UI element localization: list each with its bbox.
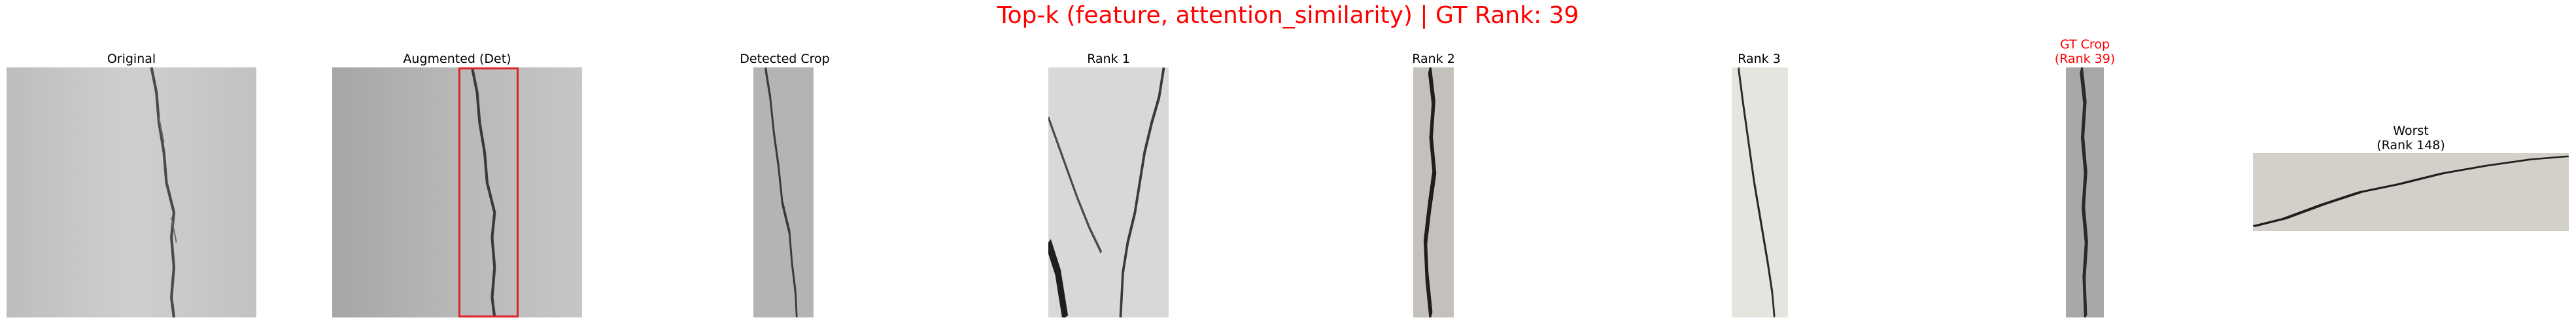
panel-label-detected: Detected Crop: [740, 52, 830, 66]
image-worst: [2253, 153, 2569, 231]
figure-title: Top-k (feature, attention_similarity) | …: [997, 2, 1579, 29]
panel-label-original: Original: [107, 52, 156, 66]
detection-box: [458, 67, 519, 317]
image-rank2: [1413, 67, 1454, 317]
panel-label-rank3: Rank 3: [1738, 52, 1781, 66]
image-rank3: [1732, 67, 1788, 317]
image-detected-crop: [753, 67, 814, 317]
image-rank1: [1048, 67, 1169, 317]
panel-label-augmented: Augmented (Det): [403, 52, 511, 66]
panel-label-rank2: Rank 2: [1412, 52, 1455, 66]
image-gt-crop: [2066, 67, 2104, 317]
image-original: [7, 67, 256, 317]
image-augmented: [332, 67, 582, 317]
panel-label-rank1: Rank 1: [1087, 52, 1130, 66]
panel-label-worst: Worst (Rank 148): [2377, 124, 2445, 153]
panel-label-gt: GT Crop (Rank 39): [2054, 37, 2116, 66]
